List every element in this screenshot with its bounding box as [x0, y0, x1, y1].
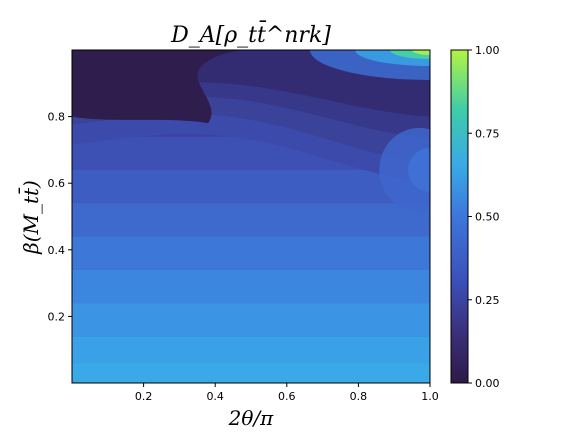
y-tick-label: 0.6	[48, 177, 66, 190]
colorbar-tick-label: 0.50	[475, 211, 500, 224]
x-axis-ticks: 0.2 0.4 0.6 0.8 1.0	[135, 383, 439, 403]
x-axis-label: 2θ/π	[228, 406, 275, 430]
y-tick-label: 0.2	[48, 310, 66, 323]
x-tick-label: 0.8	[350, 390, 368, 403]
colorbar-tick-label: 0.75	[475, 127, 500, 140]
heatmap-corner-peak	[412, 50, 430, 55]
y-axis-ticks: 0.2 0.4 0.6 0.8	[48, 111, 72, 323]
y-tick-label: 0.8	[48, 111, 66, 124]
colorbar-tick-label: 0.00	[475, 377, 500, 390]
plot-frame	[71, 49, 431, 384]
x-tick-label: 1.0	[421, 390, 439, 403]
y-axis-label: β(M_tt̄)	[18, 180, 43, 255]
heatmap-band	[72, 269, 430, 304]
heatmap-band	[72, 336, 430, 364]
colorbar-tick-label: 0.25	[475, 294, 500, 307]
y-tick-label: 0.4	[48, 244, 66, 257]
heatmap-band	[72, 303, 430, 337]
chart-title: D_A[ρ_tt̄^nrk]	[170, 20, 331, 48]
x-tick-label: 0.6	[278, 390, 296, 403]
heatmap-bulge	[379, 127, 430, 212]
x-tick-label: 0.2	[135, 390, 153, 403]
heatmap-band	[72, 363, 430, 383]
colorbar-tick-label: 1.00	[475, 44, 500, 57]
heatmap-dark-region	[72, 50, 251, 124]
heatmap-band	[72, 236, 430, 270]
heatmap-bulge-core	[408, 147, 430, 192]
heatmap-field	[72, 50, 430, 383]
heatmap-band	[72, 169, 430, 204]
colorbar-ticks: 0.00 0.25 0.50 0.75 1.00	[468, 44, 500, 390]
x-tick-label: 0.4	[206, 390, 224, 403]
plot-area	[72, 50, 430, 383]
heatmap-band	[72, 203, 430, 237]
colorbar	[450, 49, 469, 384]
